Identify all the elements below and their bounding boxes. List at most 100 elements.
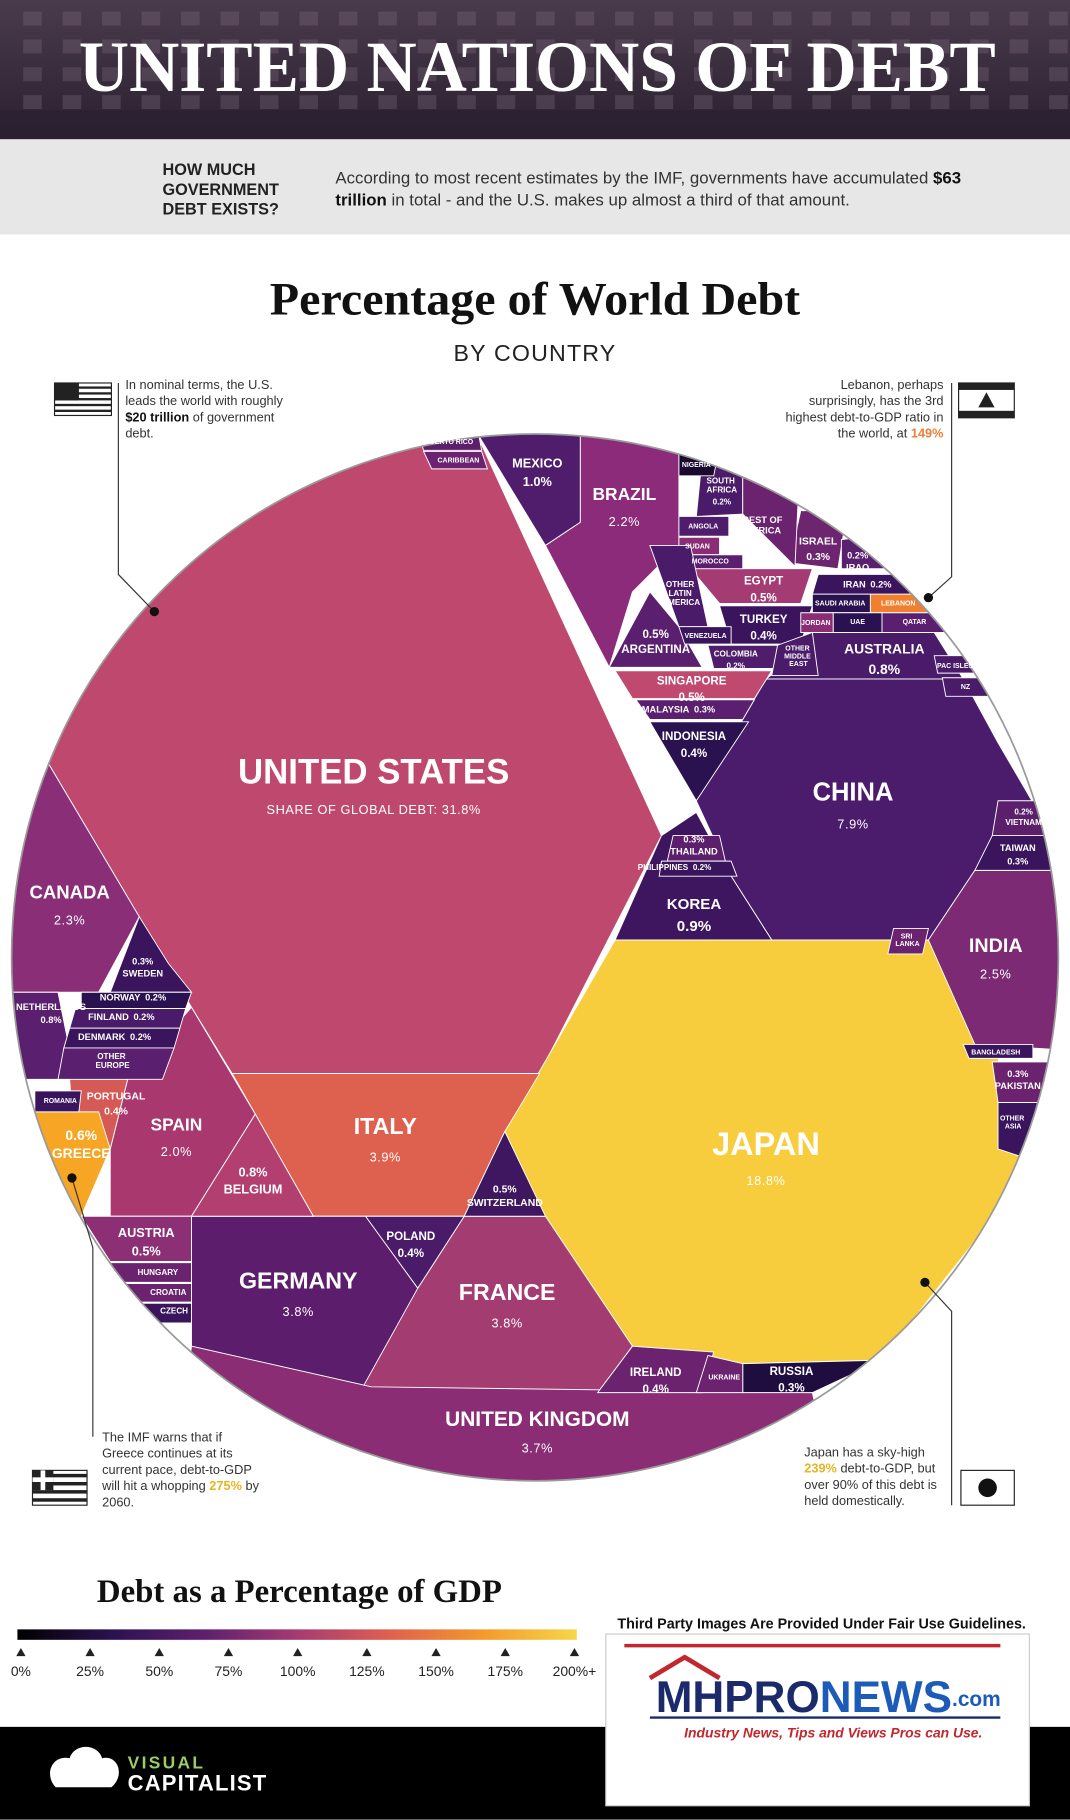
header-window <box>338 67 358 82</box>
region-name: OTHER EUROPE <box>95 1052 130 1070</box>
region-value: 0.5% <box>493 1184 517 1195</box>
region-name-line: LATIN <box>668 589 694 598</box>
region-name: INDONESIA <box>662 730 727 743</box>
intro-question: HOW MUCH GOVERNMENT DEBT EXISTS? <box>162 160 279 219</box>
region-name: THAILAND <box>670 847 718 857</box>
header-window <box>1049 95 1068 110</box>
header-window <box>575 11 595 26</box>
intro-part: in total - and the U.S. makes up almost … <box>386 191 850 211</box>
header-window <box>141 39 161 54</box>
region-value: 0.2% <box>713 497 731 506</box>
header-window <box>181 39 200 54</box>
header-window <box>62 95 82 110</box>
region-name: AUSTRIA <box>118 1225 175 1240</box>
region-value: 0.6% <box>65 1127 97 1143</box>
region-name: SINGAPORE <box>657 674 727 687</box>
intro-text: According to most recent estimates by th… <box>335 168 962 212</box>
header-window <box>1049 67 1068 82</box>
header-window <box>1009 67 1029 82</box>
header-window <box>615 95 634 110</box>
header-window <box>536 67 555 82</box>
region-name: CHINA <box>813 779 894 807</box>
leader-dots <box>67 593 934 1288</box>
x-tick-label: 75% <box>215 1663 243 1679</box>
region-value: 2.3% <box>54 912 85 927</box>
header-window <box>536 39 555 54</box>
region-value: 7.9% <box>837 817 868 832</box>
region-name: FRANCE <box>459 1279 556 1305</box>
x-tick-label: 25% <box>76 1663 104 1679</box>
region <box>678 515 730 537</box>
region-name: HUNGARY <box>137 1268 178 1277</box>
header-window <box>930 67 950 82</box>
annotation-part: Japan has a sky-high <box>804 1446 925 1460</box>
x-tick-label: 200%+ <box>553 1663 597 1679</box>
region <box>80 1215 192 1262</box>
tick-mark <box>293 1647 303 1657</box>
logo: MHPRONEWS.com <box>656 1673 1001 1722</box>
region <box>695 1354 744 1394</box>
header-window <box>417 95 437 110</box>
annotation-part: $20 trillion <box>125 410 190 425</box>
region-name: NETHERLANDS <box>16 1002 86 1012</box>
annotation: Lebanon, perhaps surprisingly, has the 3… <box>775 377 943 442</box>
flag-us <box>53 382 112 417</box>
header-window <box>772 39 792 54</box>
region <box>658 860 738 877</box>
header-window <box>891 67 910 82</box>
region <box>927 869 1059 1051</box>
region-name: UNITED KINGDOM <box>445 1408 629 1431</box>
region-value: 3.8% <box>283 1304 314 1319</box>
header-window <box>457 39 476 54</box>
x-tick-label: 50% <box>145 1663 173 1679</box>
region-name: GERMANY <box>239 1268 358 1294</box>
tick-mark <box>362 1647 372 1657</box>
header-window <box>457 95 476 110</box>
header-window <box>891 11 910 26</box>
header-window <box>575 67 595 82</box>
header-window <box>299 67 318 82</box>
annotation-part: 275% <box>209 1479 242 1494</box>
annotation-part: The IMF warns that if Greece continues a… <box>102 1430 252 1494</box>
region-name: SAUDI ARABIA <box>815 600 865 607</box>
region-value: 0.5% <box>642 628 668 641</box>
logo-part: MHPRO <box>656 1673 820 1722</box>
tick-mark <box>154 1647 164 1657</box>
region-value: 0.2% <box>727 661 745 670</box>
header-window <box>1009 39 1029 54</box>
header-window <box>102 11 121 26</box>
region-name-line: AFRICA <box>746 526 781 536</box>
region-name: POLAND <box>386 1230 435 1243</box>
region-name: ANGOLA <box>688 524 718 531</box>
region-name: OTHER LATIN AMERICA <box>662 580 700 607</box>
header-window <box>1049 11 1068 26</box>
brand-top: VISUAL <box>128 1753 206 1773</box>
region-name-line: MIDDLE <box>784 653 813 660</box>
logo-tagline: Industry News, Tips and Views Pros can U… <box>684 1724 982 1740</box>
region-name: CROATIA <box>150 1288 186 1297</box>
region-name: LEBANON <box>881 600 915 607</box>
region-name: GREECE <box>52 1145 111 1161</box>
region-name: PHILIPPINES <box>638 863 689 872</box>
header-window <box>693 39 713 54</box>
brand-bottom: CAPITALIST <box>128 1771 268 1796</box>
region <box>190 1113 315 1217</box>
region-value: 0.4% <box>681 747 707 760</box>
region-name: TAIWAN <box>1000 843 1036 853</box>
region-name: PAC ISLES <box>937 663 974 670</box>
region-name: BANGLADESH <box>971 1049 1020 1056</box>
region-value: 2.5% <box>980 967 1011 982</box>
leaders <box>71 382 953 1506</box>
header-window <box>141 67 161 82</box>
region-name: FINLAND <box>88 1012 129 1022</box>
region-name: NORWAY <box>100 993 141 1003</box>
annotation-part: 149% <box>910 427 944 441</box>
header-window <box>812 95 831 110</box>
header-window <box>575 95 595 110</box>
x-tick-label: 125% <box>349 1663 385 1679</box>
leader-line <box>71 1177 94 1437</box>
region-name-line: LANKA <box>895 941 919 948</box>
header-window <box>536 95 555 110</box>
region <box>422 450 489 470</box>
